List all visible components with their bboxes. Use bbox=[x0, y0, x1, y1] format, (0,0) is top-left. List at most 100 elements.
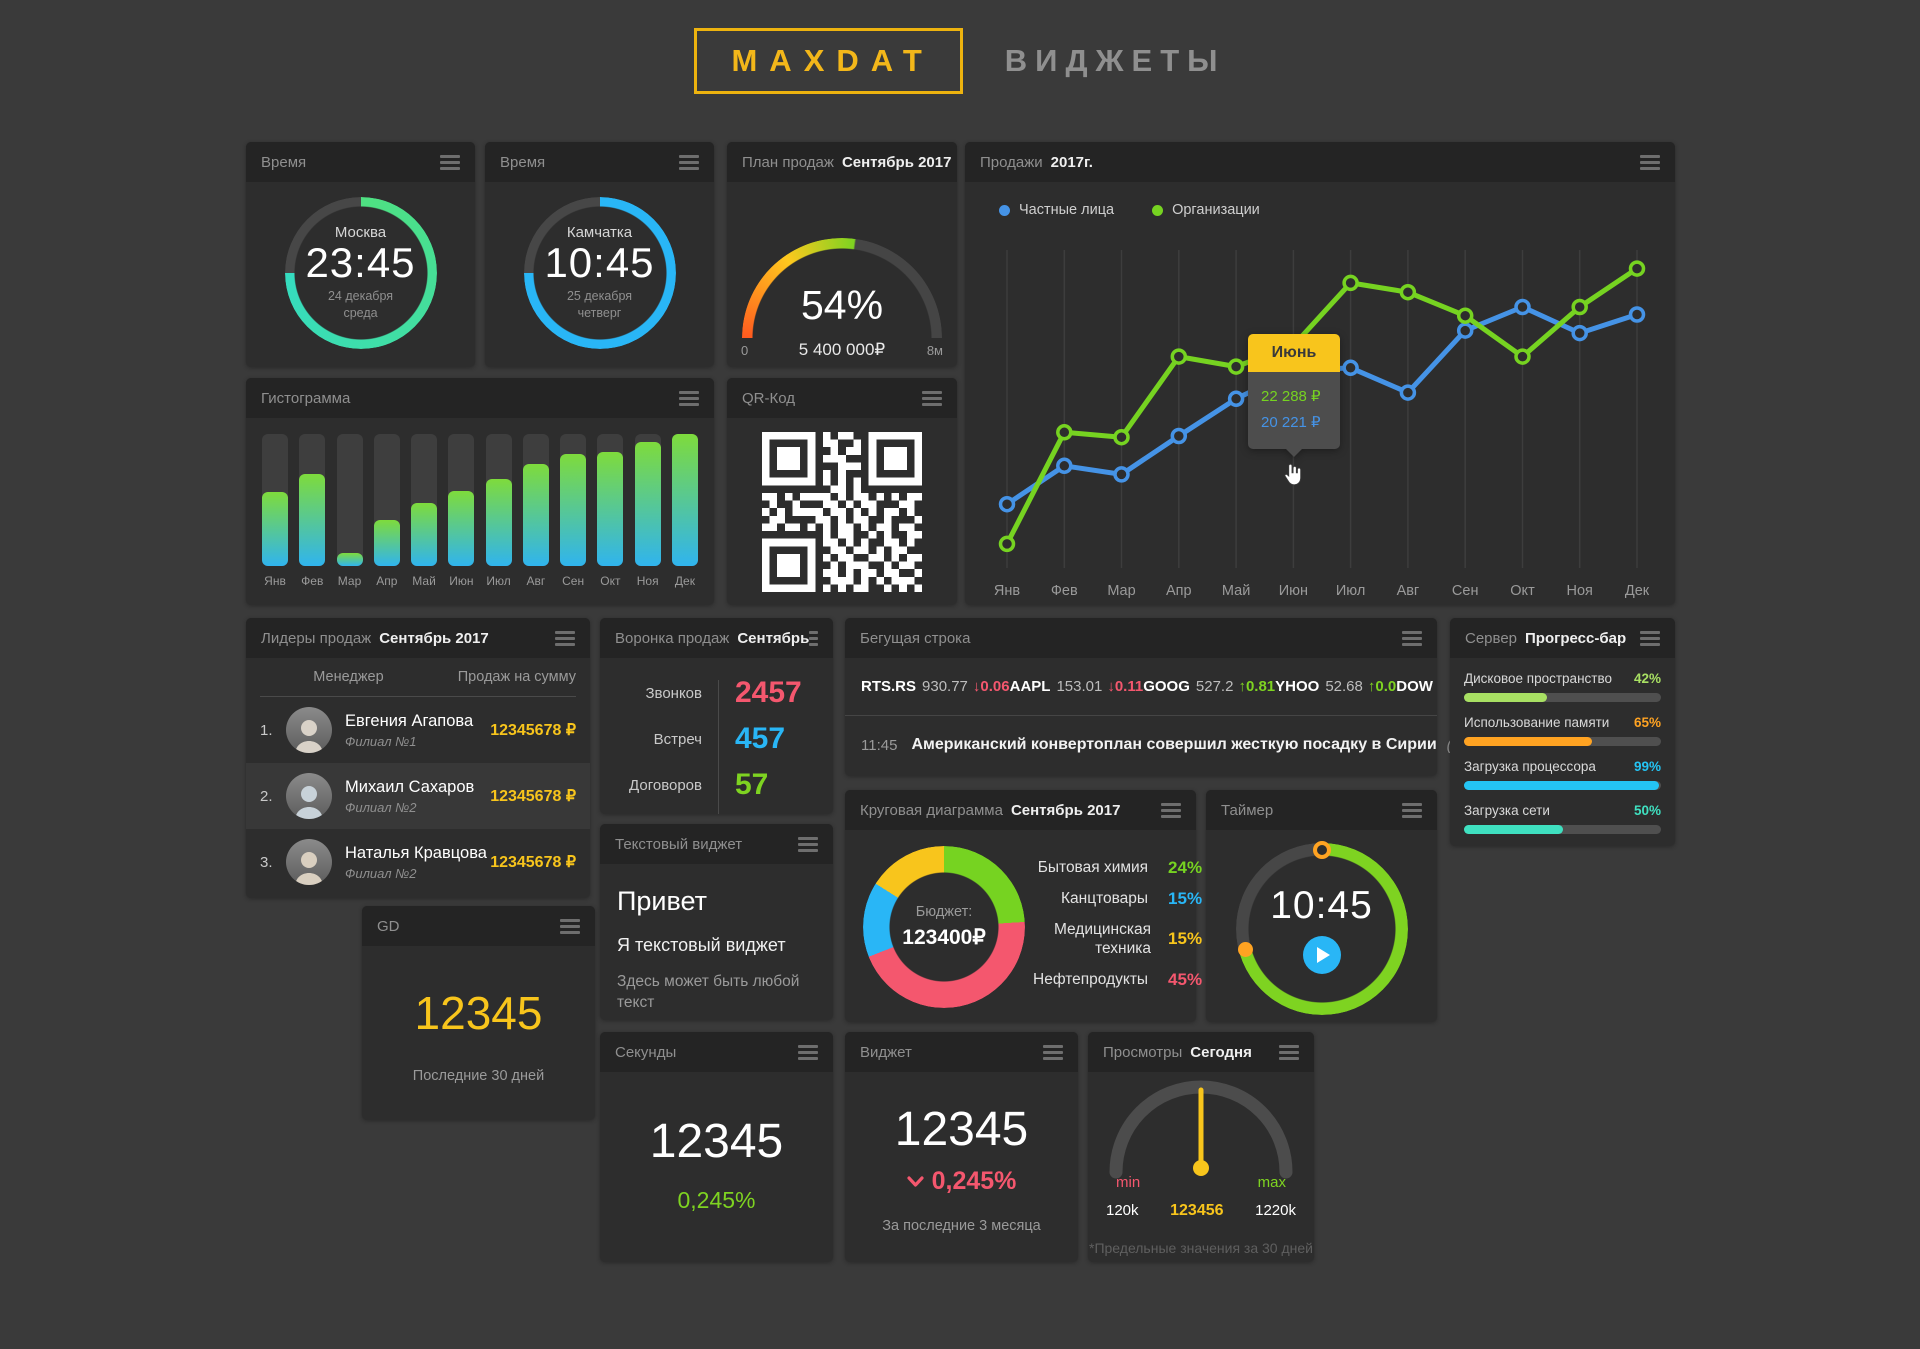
widget-period: Сентябрь bbox=[737, 629, 810, 647]
widget-period: Сентябрь 2017 bbox=[379, 629, 489, 647]
news-headline: Американский конвертоплан совершил жестк… bbox=[911, 736, 1437, 753]
table-row[interactable]: 1. Евгения Агапова Филиал №1 12345678 ₽ bbox=[246, 697, 590, 763]
widget-caption: За последние 3 месяца bbox=[882, 1218, 1041, 1234]
max-value: 1220k bbox=[1255, 1202, 1296, 1219]
menu-icon[interactable] bbox=[809, 628, 818, 649]
sales-amount: 12345678 ₽ bbox=[490, 722, 576, 739]
stock-symbol: DOW bbox=[1396, 678, 1433, 695]
legend-percent: 45% bbox=[1168, 969, 1203, 989]
progress-percent: 99% bbox=[1633, 759, 1661, 774]
histogram-bar: Ноя bbox=[634, 434, 661, 588]
legend-row: Канцтовары 15% bbox=[1033, 889, 1202, 909]
stock-item: YHOO 52.68 ↑0.0 bbox=[1275, 678, 1396, 695]
menu-icon[interactable] bbox=[1402, 628, 1422, 649]
menu-icon[interactable] bbox=[1640, 152, 1660, 173]
menu-icon[interactable] bbox=[922, 388, 942, 409]
hand-cursor-icon bbox=[1284, 463, 1302, 486]
menu-icon[interactable] bbox=[1161, 800, 1181, 821]
sales-amount: 12345678 ₽ bbox=[490, 854, 576, 871]
svg-text:Ноя: Ноя bbox=[1567, 583, 1593, 599]
widget-qr: QR-Код bbox=[727, 378, 957, 605]
funnel-value: 2457 bbox=[735, 676, 802, 709]
timer-marker-start[interactable] bbox=[1312, 841, 1331, 859]
progress-percent: 65% bbox=[1633, 715, 1661, 730]
timer-marker-current[interactable] bbox=[1237, 942, 1253, 957]
gauge-percent: 54% bbox=[800, 282, 884, 328]
menu-icon[interactable] bbox=[679, 388, 699, 409]
play-button[interactable] bbox=[1302, 936, 1341, 974]
min-label: min bbox=[1116, 1174, 1141, 1191]
menu-icon[interactable] bbox=[798, 834, 818, 855]
progress-label: Загрузка процессора bbox=[1464, 759, 1596, 774]
stock-delta: ↑0.81 bbox=[1238, 678, 1276, 695]
progress-label: Загрузка сети bbox=[1464, 803, 1550, 818]
tooltip-value-organizations: 22 288 ₽ bbox=[1261, 388, 1321, 405]
progress-fill bbox=[1464, 737, 1593, 746]
histogram-bar: Дек bbox=[671, 434, 698, 588]
widget-ticker: Бегущая строка RTS.RS 930.77 ↓0.06 AAPL 153… bbox=[845, 618, 1507, 776]
text-line: Здесь может быть любой текст bbox=[617, 973, 800, 1011]
news-row: 11:45 Американский конвертоплан совершил… bbox=[845, 716, 1507, 774]
histogram-bar: Май bbox=[411, 434, 438, 588]
svg-text:Авг: Авг bbox=[1397, 583, 1420, 599]
menu-icon[interactable] bbox=[440, 152, 460, 173]
stock-item: DOW bbox=[1396, 678, 1433, 695]
gauge-min: 0 bbox=[741, 343, 749, 358]
time-value: 10:45 bbox=[544, 239, 655, 287]
widget-header: Бегущая строка bbox=[845, 618, 1437, 658]
progress-fill bbox=[1464, 781, 1660, 790]
widget-header: Секунды bbox=[600, 1032, 833, 1072]
time-value: 23:45 bbox=[305, 239, 416, 287]
brand-text: MAXDAT bbox=[731, 43, 934, 78]
histogram-bar: Июн bbox=[448, 434, 475, 588]
donut-ring bbox=[863, 846, 1025, 1008]
views-gauge bbox=[1109, 1080, 1293, 1179]
rank-label: 2. bbox=[260, 787, 273, 805]
divider bbox=[260, 696, 576, 697]
divider bbox=[845, 715, 1437, 716]
menu-icon[interactable] bbox=[1043, 1042, 1063, 1063]
page-title: ВИДЖЕТЫ bbox=[1004, 43, 1226, 78]
text-title: Привет bbox=[617, 886, 708, 916]
widget-leaders: Лидеры продаж Сентябрь 2017 Менеджер Про… bbox=[246, 618, 590, 898]
widget-title: Бегущая строка bbox=[860, 629, 971, 647]
table-row[interactable]: 2. Михаил Сахаров Филиал №2 12345678 ₽ bbox=[246, 763, 590, 829]
widget-timer: Таймер 10:45 bbox=[1206, 790, 1437, 1022]
gd-value: 12345 bbox=[414, 987, 543, 1039]
funnel-label: Встреч bbox=[653, 730, 702, 748]
tooltip-arrow bbox=[1286, 448, 1302, 457]
widget-header: Сервер Прогресс-бар bbox=[1450, 618, 1675, 658]
widget-sales-plan: План продаж Сентябрь 2017 54% 0 5 400 00… bbox=[727, 142, 957, 367]
widget-subtitle: Прогресс-бар bbox=[1525, 629, 1627, 647]
legend-row: Медицинская техника 15% bbox=[1033, 920, 1202, 959]
chart-legend: Частные лица Организации bbox=[965, 182, 1675, 218]
widget-period: Сентябрь 2017 bbox=[1010, 801, 1121, 819]
menu-icon[interactable] bbox=[798, 1042, 818, 1063]
menu-icon[interactable] bbox=[679, 152, 699, 173]
widget-header: Текстовый виджет bbox=[600, 824, 833, 864]
menu-icon[interactable] bbox=[1402, 800, 1422, 821]
menu-icon[interactable] bbox=[1640, 628, 1660, 649]
table-row[interactable]: 3. Наталья Кравцова Филиал №2 12345678 ₽ bbox=[246, 829, 590, 895]
svg-text:Окт: Окт bbox=[1510, 583, 1535, 599]
gauge-amount: 5 400 000₽ bbox=[798, 340, 886, 359]
menu-icon[interactable] bbox=[560, 916, 580, 937]
clock-ring: Камчатка 10:45 25 декабря четверг bbox=[523, 197, 676, 349]
weekday-label: четверг bbox=[577, 306, 622, 321]
widget-title: QR-Код bbox=[742, 389, 795, 407]
widget-time-moscow: Время Москва 23:45 24 декабря среда bbox=[246, 142, 475, 367]
table-header: Менеджер Продаж на сумму bbox=[246, 658, 590, 696]
widget-title: Круговая диаграмма bbox=[860, 801, 1003, 819]
legend-dot-blue bbox=[999, 204, 1010, 216]
avatar bbox=[286, 839, 332, 885]
stock-price: 52.68 bbox=[1325, 678, 1363, 695]
menu-icon[interactable] bbox=[1279, 1042, 1299, 1063]
manager-branch: Филиал №2 bbox=[345, 865, 417, 881]
widget-header: Время bbox=[485, 142, 714, 182]
menu-icon[interactable] bbox=[555, 628, 575, 649]
stock-item: RTS.RS 930.77 ↓0.06 bbox=[861, 678, 1010, 695]
person-icon bbox=[295, 786, 323, 819]
widget-seconds: Секунды 12345 0,245% bbox=[600, 1032, 833, 1262]
widget-percent: 0,245% bbox=[931, 1167, 1017, 1195]
stock-price: 527.2 bbox=[1195, 678, 1234, 695]
